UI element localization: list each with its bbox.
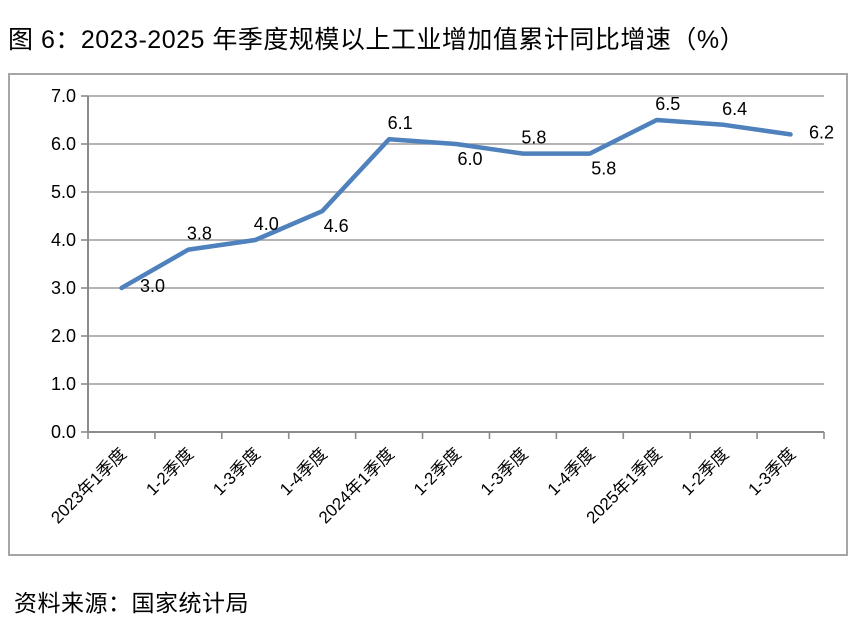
y-tick-label: 2.0 xyxy=(51,326,76,346)
chart-frame: 0.0 1.0 2.0 3.0 4.0 5.0 6.0 7.0 2023年1季度 1-2季度 1-3… xyxy=(8,73,848,556)
data-point-label: 5.8 xyxy=(521,128,546,148)
data-point-label: 3.8 xyxy=(187,224,212,244)
x-category-label: 1-3季度 xyxy=(745,444,800,499)
data-point-label: 6.5 xyxy=(655,94,680,114)
source-note: 资料来源：国家统计局 xyxy=(14,590,249,616)
data-point-label: 6.2 xyxy=(809,122,834,142)
data-point-label: 6.4 xyxy=(722,99,747,119)
x-category-label: 1-3季度 xyxy=(477,444,532,499)
y-tick-label: 1.0 xyxy=(51,374,76,394)
data-point-label: 6.0 xyxy=(457,149,482,169)
data-point-label: 4.0 xyxy=(254,214,279,234)
x-category-label: 1-2季度 xyxy=(142,444,197,499)
y-tick-label: 4.0 xyxy=(51,230,76,250)
chart-title: 图 6：2023-2025 年季度规模以上工业增加值累计同比增速（%） xyxy=(8,26,746,54)
data-point-label: 6.1 xyxy=(388,113,413,133)
data-point-label: 4.6 xyxy=(324,216,349,236)
y-tick-label: 7.0 xyxy=(51,86,76,106)
x-category-label: 1-3季度 xyxy=(209,444,264,499)
data-point-label: 5.8 xyxy=(591,159,616,179)
x-category-label: 1-2季度 xyxy=(678,444,733,499)
data-point-label: 3.0 xyxy=(140,276,165,296)
x-category-label: 2023年1季度 xyxy=(47,444,130,527)
x-category-label: 1-2季度 xyxy=(410,444,465,499)
y-tick-label: 3.0 xyxy=(51,278,76,298)
y-tick-label: 5.0 xyxy=(51,182,76,202)
x-category-label: 1-4季度 xyxy=(544,444,599,499)
y-tick-label: 6.0 xyxy=(51,134,76,154)
y-tick-label: 0.0 xyxy=(51,422,76,442)
x-category-label: 1-4季度 xyxy=(276,444,331,499)
series-line xyxy=(119,117,793,291)
